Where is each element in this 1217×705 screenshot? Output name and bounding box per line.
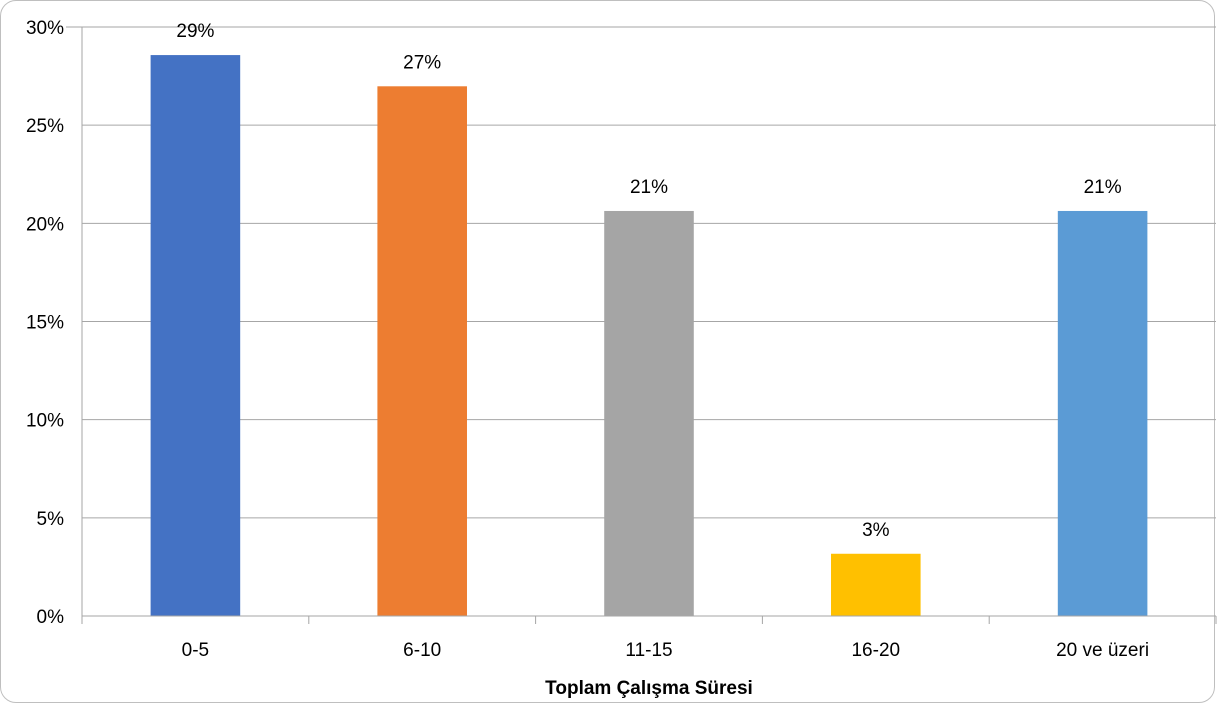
y-tick-label: 10% <box>26 411 64 432</box>
bars <box>150 55 1148 616</box>
axes <box>66 26 1217 624</box>
data-label: 27% <box>403 52 441 73</box>
y-tick-label: 25% <box>26 116 64 137</box>
x-tick-label: 11-15 <box>625 640 672 661</box>
data-label: 29% <box>176 21 214 42</box>
bar <box>150 55 241 616</box>
y-tick-label: 30% <box>26 18 64 39</box>
data-label: 21% <box>630 177 668 198</box>
data-label: 3% <box>862 520 890 541</box>
y-tick-label: 15% <box>26 313 64 334</box>
y-tick-label: 0% <box>37 607 65 628</box>
labels: 0% 5% 10% 15% 20% 25% 30% 29% 0-5 27% 6-10 21% 11-15… <box>26 18 1149 661</box>
bar <box>831 553 921 616</box>
x-tick-label: 20 ve üzeri <box>1056 640 1149 661</box>
x-tick-label: 0-5 <box>182 640 209 661</box>
bar <box>377 86 467 616</box>
x-tick-label: 16-20 <box>851 640 900 661</box>
x-axis-title: Toplam Çalışma Süresi <box>545 678 753 699</box>
y-tick-label: 20% <box>26 214 64 235</box>
gridlines <box>82 26 1216 519</box>
y-tick-label: 5% <box>37 509 65 530</box>
bar <box>1057 210 1148 616</box>
bar <box>604 210 694 616</box>
data-label: 21% <box>1084 177 1122 198</box>
x-tick-label: 6-10 <box>403 640 441 661</box>
